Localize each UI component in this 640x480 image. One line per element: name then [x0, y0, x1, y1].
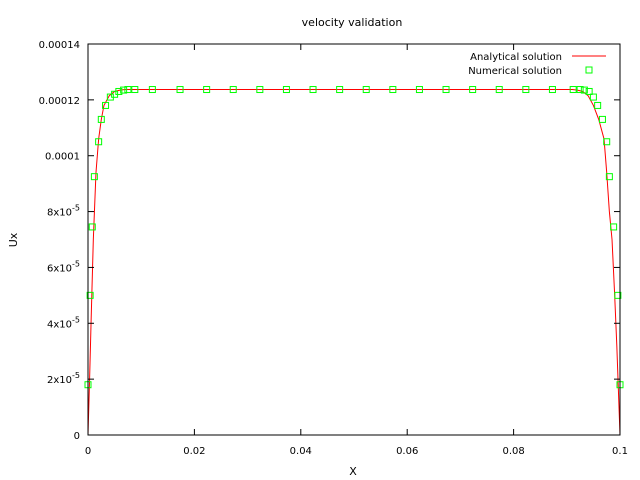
data-point-numerical [102, 101, 110, 109]
data-point-numerical [203, 86, 211, 94]
data-point-numerical [282, 86, 290, 94]
y-tick-label: 0.00012 [39, 96, 80, 107]
axes: 0 0.02 0.04 0.06 0.08 0.1 0 2x10-5 4x10-5 6x10-5 8… [39, 40, 628, 457]
data-point-numerical [580, 86, 588, 94]
data-point-numerical [131, 86, 139, 94]
data-point-numerical [585, 87, 593, 95]
data-point-numerical [598, 115, 606, 123]
data-point-numerical [605, 173, 613, 181]
data-point-numerical [120, 86, 128, 94]
data-point-numerical [614, 291, 622, 299]
data-point-numerical [495, 86, 503, 94]
data-point-numerical [88, 223, 96, 231]
x-axis-label: X [349, 465, 357, 478]
data-point-numerical [336, 86, 344, 94]
data-point-numerical [176, 86, 184, 94]
data-point-numerical [603, 138, 611, 146]
data-point-numerical [576, 86, 584, 94]
data-point-numerical [469, 86, 477, 94]
data-point-numerical [610, 223, 618, 231]
plot-frame [87, 43, 621, 436]
x-tick-label: 0.06 [396, 446, 418, 457]
data-point-numerical [115, 87, 123, 95]
y-tick-label: 0.00014 [39, 40, 80, 51]
data-point-numerical [548, 86, 556, 94]
y-tick-label: 6x10-5 [47, 259, 80, 274]
y-tick-label: 8x10-5 [47, 204, 80, 219]
data-point-numerical [569, 86, 577, 94]
data-point-numerical [86, 291, 94, 299]
chart-title: velocity validation [302, 16, 403, 29]
y-axis-label: Ux [7, 232, 20, 247]
data-point-numerical [389, 86, 397, 94]
legend-label: Analytical solution [470, 52, 562, 63]
data-point-numerical [362, 86, 370, 94]
legend: Analytical solution Numerical solution [468, 52, 606, 77]
y-tick-label: 2x10-5 [47, 371, 80, 386]
legend-marker-swatch [585, 66, 593, 74]
series-line-analytical [87, 89, 621, 436]
data-point-numerical [124, 86, 132, 94]
data-point-numerical [594, 101, 602, 109]
x-tick-label: 0 [85, 446, 91, 457]
y-tick-label: 4x10-5 [47, 315, 80, 330]
data-point-numerical [442, 86, 450, 94]
data-point-numerical [90, 173, 98, 181]
data-point-numerical [415, 86, 423, 94]
y-tick-label: 0 [74, 431, 80, 442]
x-tick-label: 0.04 [290, 446, 312, 457]
x-tick-label: 0.08 [502, 446, 524, 457]
data-point-numerical [522, 86, 530, 94]
data-point-numerical [97, 115, 105, 123]
y-tick-label: 0.0001 [45, 152, 80, 163]
data-point-numerical [256, 86, 264, 94]
x-tick-label: 0.1 [612, 446, 628, 457]
x-tick-label: 0.02 [183, 446, 205, 457]
data-point-numerical [309, 86, 317, 94]
legend-label: Numerical solution [468, 66, 562, 77]
data-point-numerical [229, 86, 237, 94]
data-point-numerical [589, 93, 597, 101]
data-point-numerical [95, 138, 103, 146]
data-point-numerical [148, 86, 156, 94]
